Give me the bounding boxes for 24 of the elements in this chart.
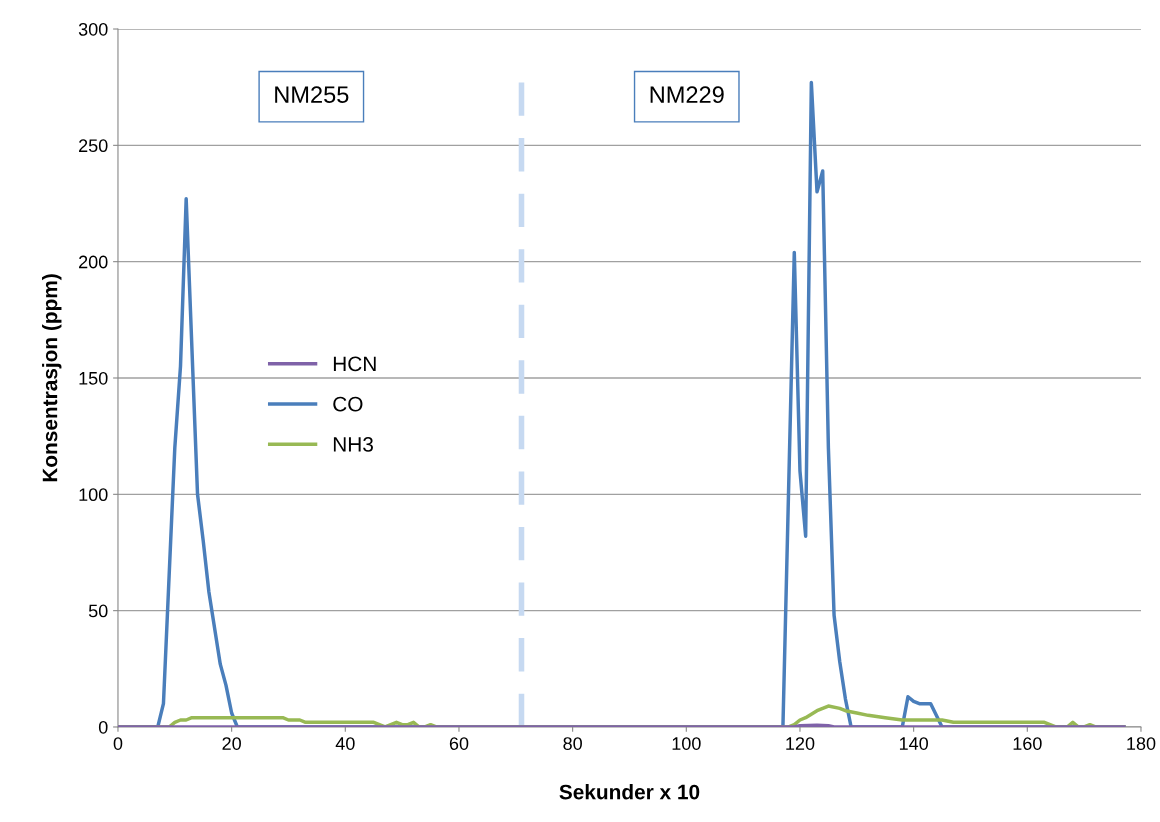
- x-tick-label: 100: [672, 737, 701, 750]
- y-tick-label: 100: [79, 488, 108, 502]
- x-tick-label: 120: [786, 737, 815, 750]
- y-tick-label: 250: [79, 139, 108, 153]
- x-tick-label: 20: [222, 737, 241, 750]
- x-tick-label: 80: [563, 737, 582, 750]
- legend-label: HCN: [333, 356, 376, 372]
- legend-label: NH3: [333, 437, 373, 452]
- x-tick-label: 140: [899, 737, 928, 750]
- annotation: NM255: [275, 86, 349, 104]
- x-axis-title: Sekunder x 10: [559, 784, 700, 800]
- x-tick-label: 180: [1127, 737, 1156, 750]
- x-tick-label: 160: [1013, 737, 1042, 750]
- y-tick-label: 200: [79, 255, 108, 269]
- x-tick-label: 40: [335, 737, 355, 750]
- x-tick-label: 60: [449, 737, 469, 750]
- annotation: NM229: [650, 86, 724, 104]
- x-tick-label: 0: [113, 737, 123, 750]
- legend-label: CO: [333, 396, 363, 412]
- y-tick-label: 0: [98, 720, 108, 734]
- y-tick-label: 300: [78, 22, 108, 36]
- y-tick-label: 150: [79, 371, 108, 385]
- y-tick-label: 50: [88, 604, 108, 618]
- y-axis-title: Konsentrasjon (ppm): [42, 274, 62, 482]
